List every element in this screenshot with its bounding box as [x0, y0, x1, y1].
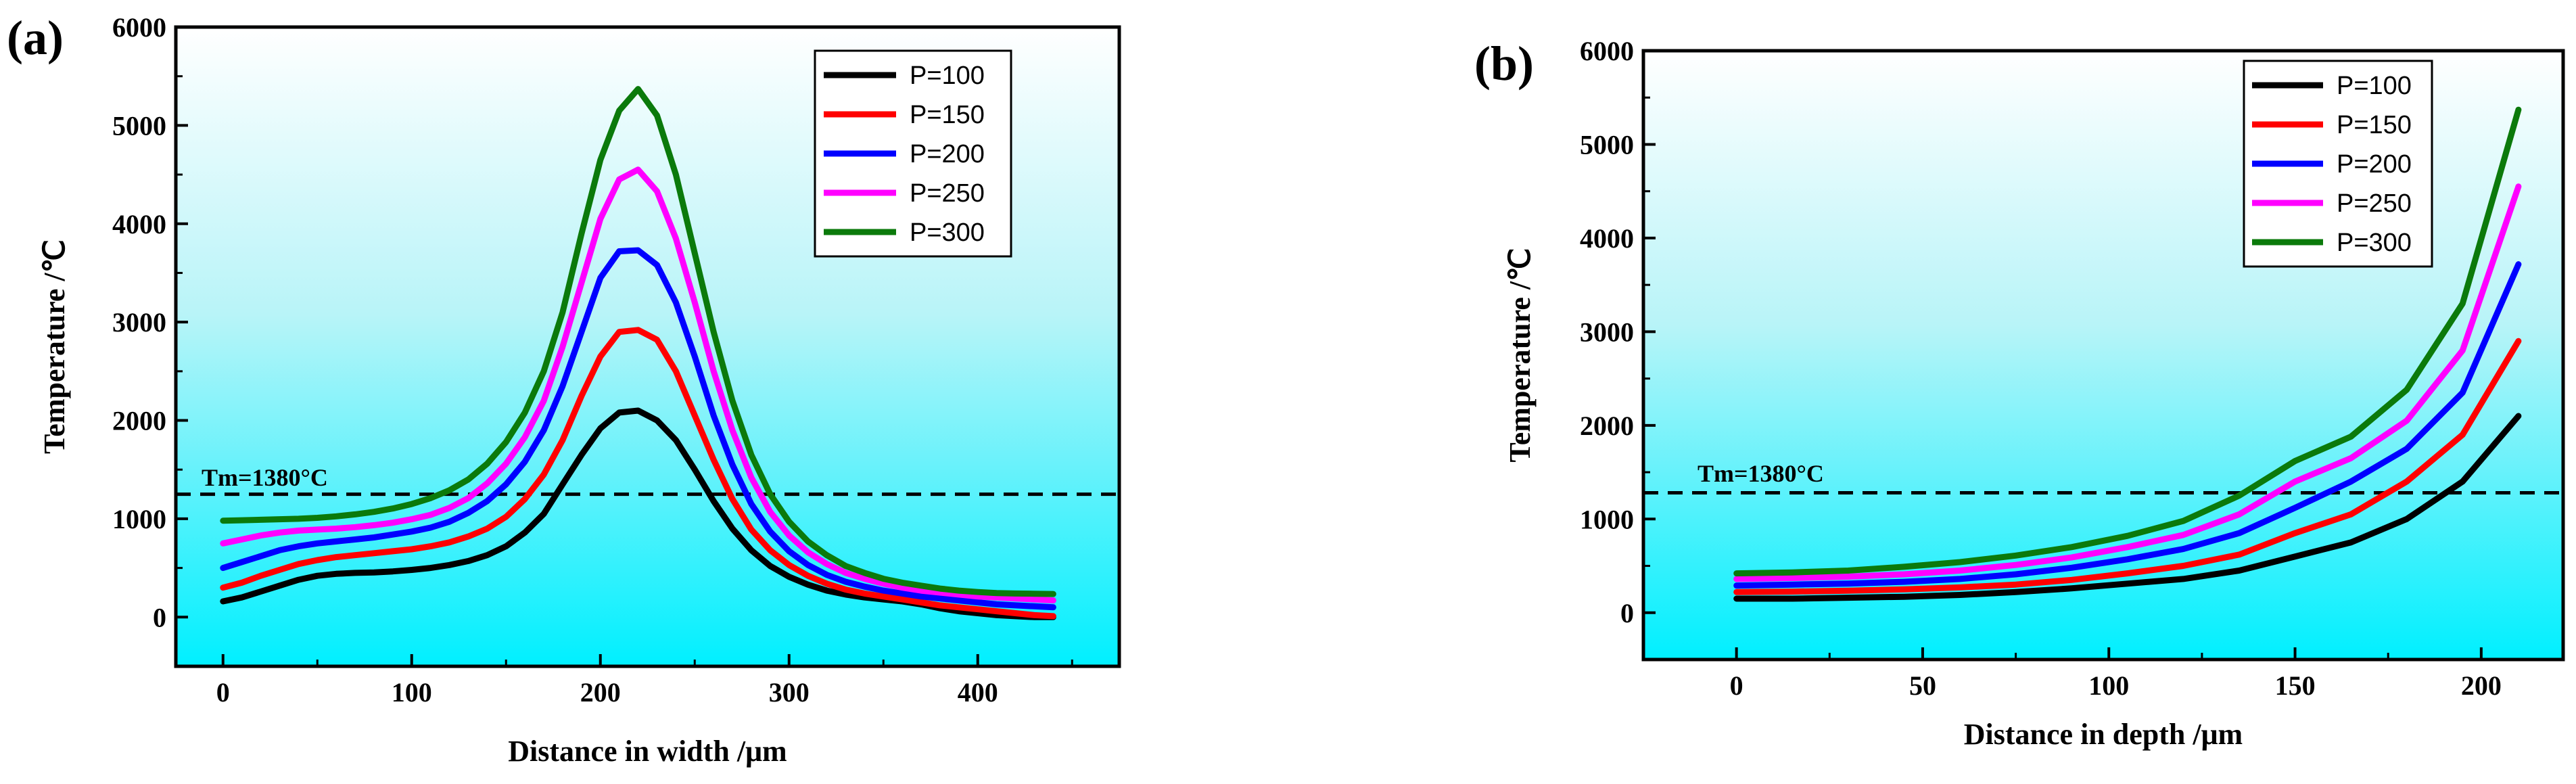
panel-b-y-tick-label: 3000 — [1580, 317, 1634, 347]
panel-a-x-tick-label: 400 — [958, 677, 998, 708]
panel-a-series-line-p-300 — [220, 86, 1056, 597]
panel-a-y-tick-label: 5000 — [112, 110, 166, 141]
panel-b-y-tick-label: 0 — [1620, 598, 1634, 628]
panel-b-x-tick-label: 150 — [2275, 670, 2316, 701]
panel-a-x-tick-label: 0 — [216, 677, 230, 708]
panel-b-x-tick-label: 50 — [1909, 670, 1936, 701]
panel-a-x-tick-label: 200 — [580, 677, 621, 708]
panel-a-y-tick-label: 3000 — [112, 307, 166, 338]
panel-a-series-line-p-250 — [220, 166, 1056, 604]
panel-b-x-tick-label: 100 — [2088, 670, 2129, 701]
panel-b-series-line-p-150 — [1733, 338, 2522, 595]
panel-b-x-tick-label: 0 — [1730, 670, 1743, 701]
panel-b-letter: (b) — [1474, 37, 1534, 91]
panel-b-legend-label: P=200 — [2337, 150, 2412, 179]
panel-a-chart: 0 100 200 300 4000100020003000400050006000Di… — [7, 11, 1121, 768]
panel-b-legend-label: P=250 — [2337, 189, 2412, 218]
panel-a-y-tick-label: 0 — [153, 602, 166, 632]
panel-a-y-tick-label: 6000 — [112, 12, 166, 43]
panel-b-legend-label: P=150 — [2337, 111, 2412, 139]
panel-b-y-tick-label: 4000 — [1580, 223, 1634, 254]
panel-a-plot-frame — [174, 25, 1121, 668]
panel-b-y-tick-label: 2000 — [1580, 411, 1634, 441]
panel-b-series-line-p-300 — [1733, 106, 2522, 577]
panel-a-x-tick-label: 100 — [392, 677, 432, 708]
panel-a-y-tick-label: 1000 — [112, 504, 166, 534]
panel-a-legend-label: P=300 — [910, 218, 985, 247]
panel-a-legend-label: P=150 — [910, 101, 985, 129]
panel-a-legend-label: P=200 — [910, 140, 985, 168]
panel-b-y-tick-label: 5000 — [1580, 129, 1634, 160]
panel-a-y-tick-label: 2000 — [112, 406, 166, 436]
panel-b-y-axis-title: Temperature /℃ — [1503, 248, 1537, 462]
panel-b-tm-annotation: Tm=1380°C — [1697, 460, 1824, 487]
panel-b-x-axis-title: Distance in depth /μm — [1964, 718, 2243, 751]
panel-b-series-line-p-100 — [1733, 413, 2522, 602]
panel-b-legend-label: P=100 — [2337, 72, 2412, 100]
panel-a-legend-label: P=250 — [910, 179, 985, 208]
panel-b-plot-frame — [1641, 49, 2565, 662]
panel-a-letter: (a) — [7, 11, 64, 65]
panel-a-legend-label: P=100 — [910, 62, 985, 90]
panel-a-y-tick-label: 4000 — [112, 209, 166, 239]
panel-b-x-tick-label: 200 — [2461, 670, 2502, 701]
panel-b-series-line-p-250 — [1733, 183, 2522, 582]
panel-b-chart: 0 50 100 150 2000100020003000400050006000Dis… — [1474, 36, 2565, 751]
panel-b-series-line-p-200 — [1733, 261, 2522, 589]
panel-a-series-line-p-150 — [220, 327, 1056, 620]
panel-a-y-axis-title: Temperature /℃ — [38, 239, 71, 454]
panel-a-series-line-p-200 — [220, 247, 1056, 611]
panel-a-x-axis-title: Distance in width /μm — [508, 735, 787, 768]
panel-b-y-tick-label: 1000 — [1580, 504, 1634, 534]
panel-a-tm-annotation: Tm=1380°C — [202, 464, 328, 491]
panel-a-x-tick-label: 300 — [769, 677, 810, 708]
panel-b-y-tick-label: 6000 — [1580, 36, 1634, 66]
panel-b-legend-label: P=300 — [2337, 229, 2412, 257]
